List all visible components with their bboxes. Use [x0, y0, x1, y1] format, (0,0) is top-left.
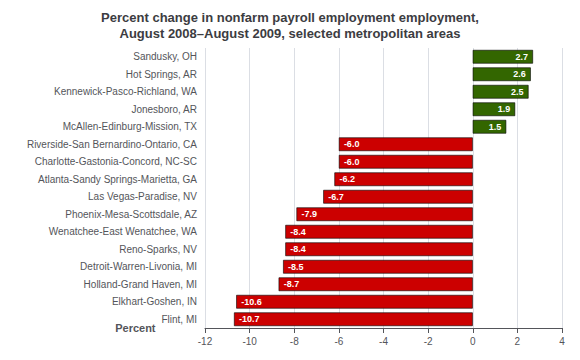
- svg-text:1.5: 1.5: [489, 122, 502, 132]
- svg-text:Riverside-San Bernardino-Ontar: Riverside-San Bernardino-Ontario, CA: [27, 139, 197, 150]
- svg-text:-8: -8: [290, 336, 299, 347]
- svg-text:-10.7: -10.7: [239, 314, 260, 324]
- svg-text:Elkhart-Goshen, IN: Elkhart-Goshen, IN: [112, 296, 197, 307]
- svg-text:Reno-Sparks, NV: Reno-Sparks, NV: [119, 244, 197, 255]
- svg-text:-8.4: -8.4: [290, 244, 306, 254]
- svg-text:4: 4: [559, 336, 565, 347]
- svg-text:2.7: 2.7: [515, 52, 528, 62]
- svg-text:Las Vegas-Paradise, NV: Las Vegas-Paradise, NV: [88, 191, 197, 202]
- svg-text:-10.6: -10.6: [241, 297, 262, 307]
- svg-text:-6.7: -6.7: [328, 192, 344, 202]
- svg-text:1.9: 1.9: [498, 104, 511, 114]
- svg-text:Atlanta-Sandy Springs-Marietta: Atlanta-Sandy Springs-Marietta, GA: [38, 174, 197, 185]
- svg-text:Phoenix-Mesa-Scottsdale, AZ: Phoenix-Mesa-Scottsdale, AZ: [65, 209, 197, 220]
- svg-text:McAllen-Edinburg-Mission, TX: McAllen-Edinburg-Mission, TX: [63, 121, 198, 132]
- svg-text:Holland-Grand Haven, MI: Holland-Grand Haven, MI: [84, 279, 197, 290]
- svg-text:-12: -12: [198, 336, 213, 347]
- svg-text:-6.2: -6.2: [339, 174, 355, 184]
- svg-text:-6: -6: [334, 336, 343, 347]
- svg-text:Wenatchee-East Wenatchee, WA: Wenatchee-East Wenatchee, WA: [49, 226, 198, 237]
- svg-text:-10: -10: [242, 336, 257, 347]
- svg-text:Percent: Percent: [115, 322, 156, 334]
- svg-text:2.5: 2.5: [511, 87, 524, 97]
- svg-text:August 2008–August 2009, selec: August 2008–August 2009, selected metrop…: [119, 26, 460, 41]
- svg-text:-6.0: -6.0: [344, 157, 360, 167]
- svg-text:Jonesboro, AR: Jonesboro, AR: [131, 104, 197, 115]
- svg-text:Sandusky, OH: Sandusky, OH: [133, 51, 197, 62]
- svg-text:Kennewick-Pasco-Richland, WA: Kennewick-Pasco-Richland, WA: [54, 86, 197, 97]
- svg-text:-8.4: -8.4: [290, 227, 306, 237]
- svg-text:-6.0: -6.0: [344, 139, 360, 149]
- svg-text:-2: -2: [424, 336, 433, 347]
- svg-text:-8.7: -8.7: [284, 279, 300, 289]
- svg-text:2: 2: [515, 336, 521, 347]
- svg-text:Percent change in nonfarm payr: Percent change in nonfarm payroll employ…: [101, 10, 479, 25]
- svg-text:Detroit-Warren-Livonia, MI: Detroit-Warren-Livonia, MI: [80, 261, 197, 272]
- svg-text:Charlotte-Gastonia-Concord, NC: Charlotte-Gastonia-Concord, NC-SC: [35, 156, 197, 167]
- svg-text:2.6: 2.6: [513, 69, 526, 79]
- svg-text:-8.5: -8.5: [288, 262, 304, 272]
- svg-text:Flint, MI: Flint, MI: [161, 314, 197, 325]
- svg-text:-4: -4: [379, 336, 388, 347]
- svg-text:-7.9: -7.9: [301, 209, 317, 219]
- svg-text:0: 0: [470, 336, 476, 347]
- svg-text:Hot Springs, AR: Hot Springs, AR: [126, 69, 197, 80]
